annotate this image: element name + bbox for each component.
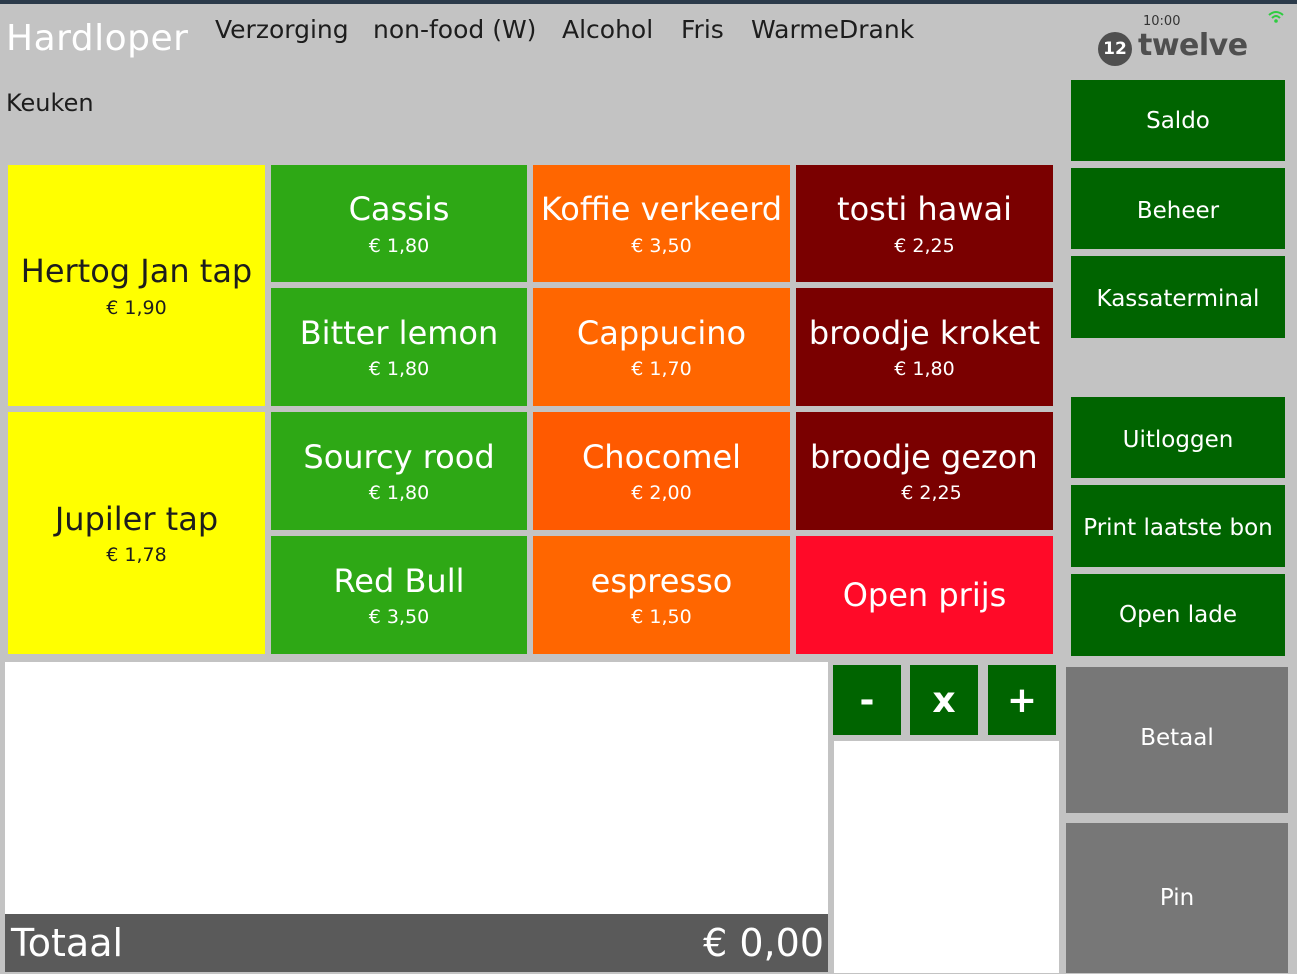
product-name: tosti hawai bbox=[837, 190, 1012, 229]
open-drawer-button[interactable]: Open lade bbox=[1071, 574, 1285, 656]
betaal-button[interactable]: Betaal bbox=[1066, 667, 1288, 813]
pin-button[interactable]: Pin bbox=[1066, 823, 1288, 973]
kassaterminal-button[interactable]: Kassaterminal bbox=[1071, 256, 1285, 338]
decrease-quantity-button[interactable]: - bbox=[833, 665, 901, 735]
total-label: Totaal bbox=[11, 921, 124, 965]
product-name: Bitter lemon bbox=[299, 313, 499, 352]
product-cassis[interactable]: Cassis € 1,80 bbox=[271, 165, 527, 282]
product-name: Koffie verkeerd bbox=[540, 190, 783, 229]
product-name: broodje gezon bbox=[810, 437, 1038, 476]
product-name: Open prijs bbox=[842, 575, 1007, 614]
beheer-button[interactable]: Beheer bbox=[1071, 168, 1285, 249]
category-tab-fris[interactable]: Fris bbox=[681, 15, 724, 44]
print-last-receipt-button[interactable]: Print laatste bon bbox=[1071, 485, 1285, 567]
wifi-icon bbox=[1268, 11, 1284, 23]
remove-item-button[interactable]: x bbox=[910, 665, 978, 735]
product-price: € 2,25 bbox=[901, 482, 962, 505]
product-broodje-kroket[interactable]: broodje kroket € 1,80 bbox=[796, 288, 1053, 406]
product-koffie-verkeerd[interactable]: Koffie verkeerd € 3,50 bbox=[533, 165, 790, 282]
product-price: € 1,78 bbox=[106, 544, 167, 567]
product-chocomel[interactable]: Chocomel € 2,00 bbox=[533, 412, 790, 530]
window-top-strip bbox=[0, 0, 1297, 4]
product-hertog-jan-tap[interactable]: Hertog Jan tap € 1,90 bbox=[8, 165, 265, 406]
receipt-list[interactable] bbox=[5, 662, 828, 914]
app-title: Hardloper bbox=[6, 18, 189, 59]
product-price: € 3,50 bbox=[368, 606, 430, 629]
subcategory-tab-keuken[interactable]: Keuken bbox=[6, 89, 94, 117]
product-price: € 1,80 bbox=[368, 234, 430, 257]
product-price: € 1,90 bbox=[106, 296, 167, 319]
product-name: Red Bull bbox=[333, 561, 465, 600]
category-tab-verzorging[interactable]: Verzorging bbox=[215, 15, 349, 44]
product-name: Cappucino bbox=[576, 313, 747, 352]
product-red-bull[interactable]: Red Bull € 3,50 bbox=[271, 536, 527, 654]
product-name: Jupiler tap bbox=[54, 499, 219, 538]
product-sourcy-rood[interactable]: Sourcy rood € 1,80 bbox=[271, 412, 527, 530]
product-espresso[interactable]: espresso € 1,50 bbox=[533, 536, 790, 654]
product-price: € 3,50 bbox=[631, 234, 692, 257]
twelve-logo-text: twelve bbox=[1138, 28, 1248, 63]
product-tosti-hawai[interactable]: tosti hawai € 2,25 bbox=[796, 165, 1053, 282]
category-tab-warmedrank[interactable]: WarmeDrank bbox=[751, 15, 915, 44]
product-price: € 1,50 bbox=[631, 606, 692, 629]
open-prijs-button[interactable]: Open prijs bbox=[796, 536, 1053, 654]
increase-quantity-button[interactable]: + bbox=[988, 665, 1056, 735]
clock: 10:00 bbox=[1143, 14, 1181, 29]
product-name: espresso bbox=[590, 561, 733, 600]
product-price: € 2,25 bbox=[894, 234, 955, 257]
twelve-logo: 12 twelve bbox=[1098, 28, 1258, 70]
saldo-button[interactable]: Saldo bbox=[1071, 80, 1285, 161]
product-name: Chocomel bbox=[581, 437, 742, 476]
twelve-logo-mark: 12 bbox=[1098, 32, 1132, 66]
total-amount: € 0,00 bbox=[703, 921, 824, 965]
product-name: broodje kroket bbox=[808, 313, 1041, 352]
product-bitter-lemon[interactable]: Bitter lemon € 1,80 bbox=[271, 288, 527, 406]
product-broodje-gezond[interactable]: broodje gezon € 2,25 bbox=[796, 412, 1053, 530]
category-tab-non-food[interactable]: non-food (W) bbox=[373, 15, 537, 44]
product-price: € 2,00 bbox=[631, 482, 692, 505]
product-price: € 1,80 bbox=[368, 482, 430, 505]
input-panel[interactable] bbox=[834, 741, 1059, 973]
product-price: € 1,70 bbox=[631, 358, 692, 381]
product-name: Sourcy rood bbox=[303, 437, 495, 476]
total-bar: Totaal € 0,00 bbox=[5, 914, 828, 972]
product-name: Hertog Jan tap bbox=[20, 252, 253, 291]
category-tab-alcohol[interactable]: Alcohol bbox=[562, 15, 654, 44]
product-price: € 1,80 bbox=[894, 358, 955, 381]
product-cappucino[interactable]: Cappucino € 1,70 bbox=[533, 288, 790, 406]
product-name: Cassis bbox=[348, 190, 450, 229]
uitloggen-button[interactable]: Uitloggen bbox=[1071, 397, 1285, 478]
product-price: € 1,80 bbox=[368, 358, 430, 381]
product-jupiler-tap[interactable]: Jupiler tap € 1,78 bbox=[8, 412, 265, 654]
